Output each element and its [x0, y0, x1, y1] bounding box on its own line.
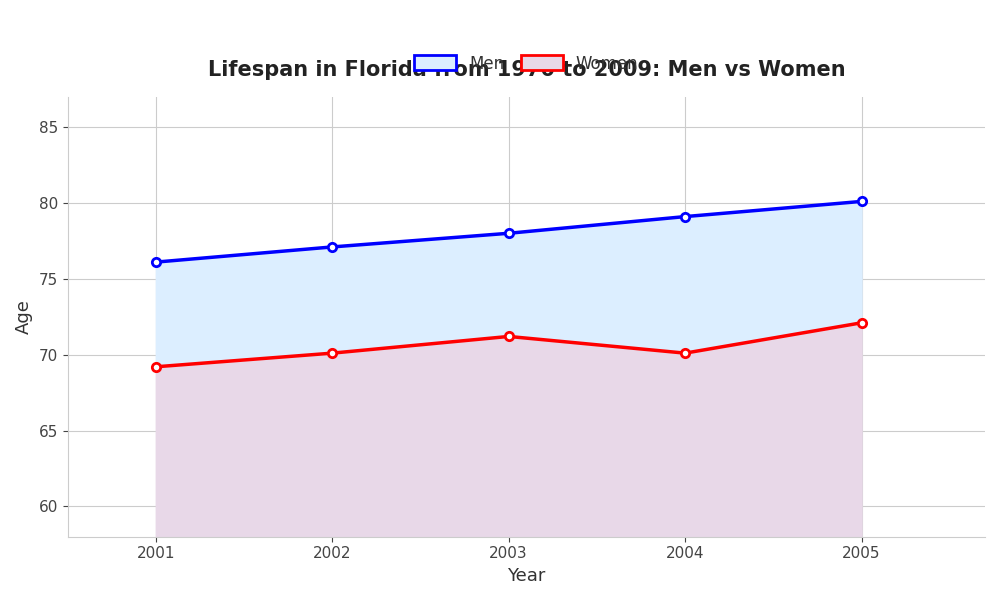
X-axis label: Year: Year: [507, 567, 546, 585]
Title: Lifespan in Florida from 1970 to 2009: Men vs Women: Lifespan in Florida from 1970 to 2009: M…: [208, 60, 845, 80]
Y-axis label: Age: Age: [15, 299, 33, 334]
Legend: Men, Women: Men, Women: [407, 48, 645, 79]
